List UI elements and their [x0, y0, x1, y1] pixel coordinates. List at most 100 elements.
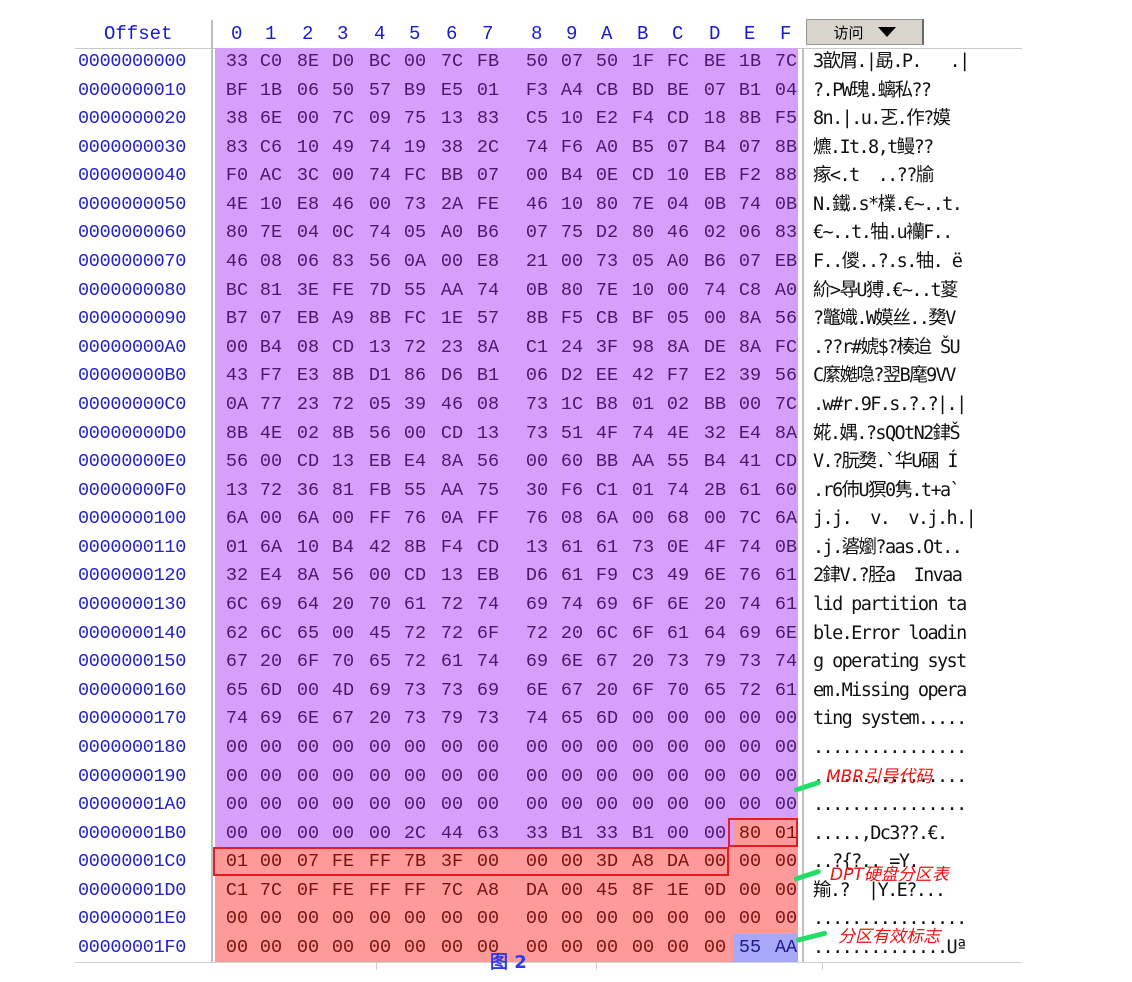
- hex-byte[interactable]: F4: [440, 536, 464, 558]
- hex-byte[interactable]: 51: [560, 422, 584, 444]
- hex-byte[interactable]: FC: [666, 51, 690, 72]
- hex-byte[interactable]: 60: [774, 479, 798, 501]
- hex-byte[interactable]: 00: [403, 765, 427, 787]
- hex-byte[interactable]: 00: [774, 708, 798, 730]
- hex-byte[interactable]: 61: [774, 594, 798, 616]
- hex-byte[interactable]: 00: [738, 908, 762, 930]
- hex-byte[interactable]: 72: [525, 622, 549, 644]
- hex-byte[interactable]: CD: [296, 451, 320, 473]
- hex-byte[interactable]: 13: [368, 336, 392, 358]
- hex-byte[interactable]: 73: [403, 193, 427, 215]
- hex-byte[interactable]: 07: [525, 222, 549, 244]
- hex-byte[interactable]: EB: [774, 251, 798, 273]
- hex-byte[interactable]: 61: [774, 679, 798, 701]
- hex-byte[interactable]: 67: [595, 651, 619, 673]
- hex-byte[interactable]: 00: [259, 451, 283, 473]
- hex-row[interactable]: BF 1B 06 50 57 B9 E5 01 F3 A4 CB BD BE 07 B1 04: [215, 76, 798, 106]
- hex-byte[interactable]: FB: [476, 51, 500, 72]
- hex-row[interactable]: 56 00 CD 13 EB E4 8A 56 00 60 BB AA 55 B4 41 CD: [215, 448, 798, 477]
- hex-byte[interactable]: 0E: [595, 165, 619, 187]
- hex-byte[interactable]: 00: [368, 822, 392, 844]
- hex-byte[interactable]: 39: [403, 393, 427, 415]
- hex-byte[interactable]: D1: [368, 365, 392, 387]
- hex-byte[interactable]: AA: [440, 479, 464, 501]
- hex-byte[interactable]: A4: [560, 79, 584, 101]
- hex-byte[interactable]: 00: [595, 908, 619, 930]
- hex-byte[interactable]: 00: [560, 879, 584, 901]
- hex-byte[interactable]: FE: [331, 279, 355, 301]
- hex-byte[interactable]: 6F: [631, 679, 655, 701]
- hex-byte[interactable]: 00: [666, 279, 690, 301]
- ascii-text[interactable]: ................: [813, 908, 967, 930]
- hex-byte[interactable]: 79: [440, 708, 464, 730]
- hex-byte[interactable]: B8: [595, 393, 619, 415]
- hex-byte[interactable]: 07: [259, 308, 283, 330]
- hex-byte[interactable]: 6E: [525, 679, 549, 701]
- hex-byte[interactable]: 00: [525, 794, 549, 816]
- hex-byte[interactable]: 4F: [595, 422, 619, 444]
- hex-byte[interactable]: 00: [368, 765, 392, 787]
- hex-byte[interactable]: 00: [666, 822, 690, 844]
- hex-byte[interactable]: 83: [774, 222, 798, 244]
- hex-byte[interactable]: 00: [225, 736, 249, 758]
- hex-byte[interactable]: 00: [595, 936, 619, 958]
- hex-byte[interactable]: 72: [440, 594, 464, 616]
- hex-byte[interactable]: CD: [631, 165, 655, 187]
- ascii-text[interactable]: ble.Error loadin: [813, 622, 967, 644]
- hex-byte[interactable]: 74: [525, 136, 549, 158]
- hex-byte[interactable]: 4E: [259, 422, 283, 444]
- hex-byte[interactable]: 00: [368, 565, 392, 587]
- hex-byte[interactable]: F2: [738, 165, 762, 187]
- hex-row[interactable]: F0 AC 3C 00 74 FC BB 07 00 B4 0E CD 10 EB F2 88: [215, 162, 798, 191]
- hex-byte[interactable]: 74: [476, 279, 500, 301]
- hex-row[interactable]: 65 6D 00 4D 69 73 73 69 6E 67 20 6F 70 65 72 61: [215, 676, 798, 706]
- ascii-text[interactable]: 8n.|.u.乤.作?嫫: [813, 108, 951, 130]
- hex-byte[interactable]: 80: [631, 222, 655, 244]
- hex-byte[interactable]: 09: [368, 108, 392, 130]
- hex-byte[interactable]: 00: [525, 851, 549, 873]
- hex-byte[interactable]: 73: [631, 536, 655, 558]
- hex-byte[interactable]: 00: [666, 736, 690, 758]
- hex-byte[interactable]: 74: [738, 594, 762, 616]
- hex-byte[interactable]: 75: [560, 222, 584, 244]
- hex-byte[interactable]: B1: [631, 822, 655, 844]
- hex-byte[interactable]: 74: [666, 479, 690, 501]
- hex-byte[interactable]: FF: [368, 879, 392, 901]
- ascii-text[interactable]: V.?朊奦.`华U碅 Í: [813, 451, 959, 473]
- hex-byte[interactable]: 08: [560, 508, 584, 530]
- hex-byte[interactable]: 00: [703, 508, 727, 530]
- hex-byte[interactable]: 00: [225, 908, 249, 930]
- hex-byte[interactable]: 10: [560, 193, 584, 215]
- hex-byte[interactable]: 00: [440, 908, 464, 930]
- hex-byte[interactable]: 4E: [666, 422, 690, 444]
- hex-byte[interactable]: 07: [560, 51, 584, 72]
- hex-byte[interactable]: 19: [403, 136, 427, 158]
- hex-byte[interactable]: 50: [331, 79, 355, 101]
- ascii-text[interactable]: lid partition ta: [813, 594, 967, 616]
- hex-byte[interactable]: 74: [703, 279, 727, 301]
- hex-byte[interactable]: 00: [560, 251, 584, 273]
- hex-byte[interactable]: 55: [403, 279, 427, 301]
- hex-byte[interactable]: 6D: [595, 708, 619, 730]
- hex-byte[interactable]: 73: [403, 679, 427, 701]
- hex-byte[interactable]: 23: [440, 336, 464, 358]
- hex-byte[interactable]: 00: [331, 736, 355, 758]
- hex-byte[interactable]: 20: [331, 594, 355, 616]
- hex-byte[interactable]: 41: [738, 451, 762, 473]
- hex-byte[interactable]: 42: [368, 536, 392, 558]
- hex-byte[interactable]: FC: [403, 165, 427, 187]
- hex-byte[interactable]: 98: [631, 336, 655, 358]
- hex-byte[interactable]: 6A: [225, 508, 249, 530]
- hex-byte[interactable]: 7C: [331, 108, 355, 130]
- hex-byte[interactable]: 00: [331, 936, 355, 958]
- hex-byte[interactable]: 74: [738, 536, 762, 558]
- hex-byte[interactable]: 72: [259, 479, 283, 501]
- hex-byte[interactable]: 2B: [703, 479, 727, 501]
- hex-byte[interactable]: 81: [259, 279, 283, 301]
- hex-byte[interactable]: 00: [703, 908, 727, 930]
- hex-byte[interactable]: 07: [738, 251, 762, 273]
- hex-byte[interactable]: 7C: [774, 393, 798, 415]
- hex-byte[interactable]: 00: [560, 851, 584, 873]
- hex-byte[interactable]: 50: [595, 51, 619, 72]
- hex-byte[interactable]: 23: [296, 393, 320, 415]
